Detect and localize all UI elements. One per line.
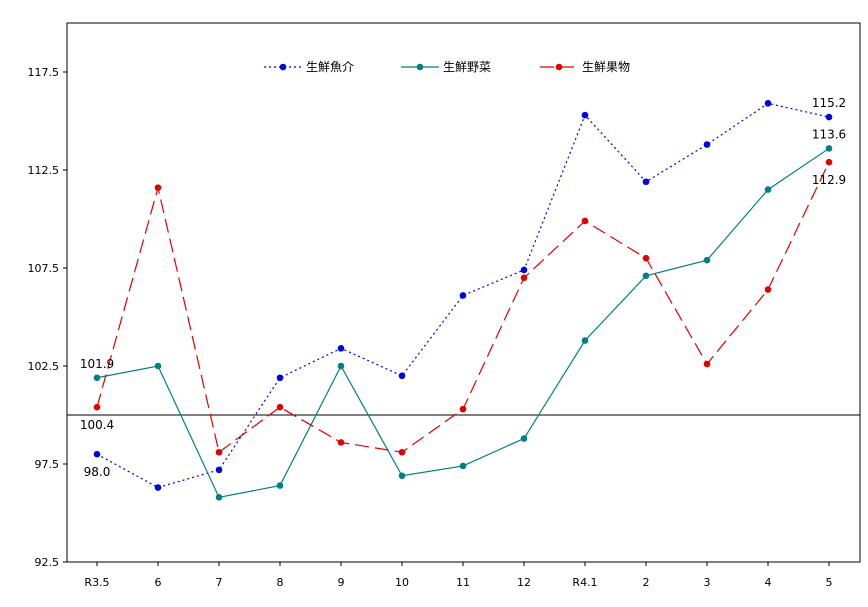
x-tick-label: 5 xyxy=(826,576,833,589)
x-tick-label: 8 xyxy=(277,576,284,589)
data-point xyxy=(703,256,711,264)
data-point xyxy=(520,435,528,442)
data-point xyxy=(276,374,284,382)
data-point xyxy=(642,272,650,280)
data-point xyxy=(215,466,223,474)
data-point xyxy=(703,360,711,368)
legend-label: 生鮮果物 xyxy=(582,60,630,74)
legend-item: 生鮮野菜 xyxy=(401,60,491,74)
data-point xyxy=(825,158,833,166)
data-point xyxy=(703,141,711,148)
legend-swatch-marker xyxy=(279,63,287,71)
y-tick-label: 112.5 xyxy=(28,164,60,177)
x-tick-label: 3 xyxy=(704,576,711,589)
data-point xyxy=(581,337,589,344)
data-point xyxy=(215,494,223,501)
legend: 生鮮魚介 生鮮野菜 生鮮果物 xyxy=(264,60,630,74)
y-tick-label: 117.5 xyxy=(28,66,60,79)
data-point xyxy=(764,100,772,107)
data-point xyxy=(825,145,833,152)
legend-label: 生鮮野菜 xyxy=(443,60,491,74)
data-point xyxy=(215,448,223,456)
series-2 xyxy=(93,145,833,501)
x-tick-label: 10 xyxy=(395,576,409,589)
y-tick-label: 107.5 xyxy=(28,262,60,275)
legend-item: 生鮮果物 xyxy=(540,60,630,74)
series-1 xyxy=(93,100,833,491)
data-point xyxy=(642,254,650,262)
data-point xyxy=(520,274,528,282)
series-layer xyxy=(93,100,833,501)
y-tick-label: 97.5 xyxy=(35,458,60,471)
data-point xyxy=(276,482,284,489)
x-tick-label: 7 xyxy=(216,576,223,589)
data-point xyxy=(337,345,345,352)
y-tick-label: 102.5 xyxy=(28,360,60,373)
legend-swatch-marker xyxy=(416,63,424,71)
data-point xyxy=(154,184,162,191)
x-tick-label: 12 xyxy=(517,576,531,589)
data-point xyxy=(520,266,528,274)
data-point xyxy=(398,448,406,456)
data-point xyxy=(642,178,650,186)
data-label: 100.4 xyxy=(80,418,114,432)
data-point xyxy=(398,372,406,380)
x-tick-label: 2 xyxy=(643,576,650,589)
data-point xyxy=(459,292,467,299)
y-axis: 92.5 97.5 102.5 107.5 112.5 117.5 xyxy=(28,66,67,569)
legend-swatch-marker xyxy=(555,63,563,71)
x-tick-label: R3.5 xyxy=(84,576,109,589)
y-tick-label: 92.5 xyxy=(35,556,60,569)
data-point xyxy=(337,362,345,370)
data-point xyxy=(581,217,589,225)
data-point xyxy=(581,111,589,119)
data-labels: 98.0 101.9 100.4 115.2 113.6 112.9 xyxy=(80,96,846,479)
x-tick-label: 6 xyxy=(155,576,162,589)
data-point xyxy=(764,186,772,193)
data-point xyxy=(154,362,162,370)
data-point xyxy=(764,286,772,293)
data-point xyxy=(398,472,406,480)
data-label: 113.6 xyxy=(812,127,846,141)
x-tick-label: 11 xyxy=(456,576,470,589)
data-label: 98.0 xyxy=(84,465,111,479)
x-axis: R3.5 6 7 8 9 10 11 12 R4.1 2 3 4 5 xyxy=(84,562,833,589)
x-tick-label: R4.1 xyxy=(572,576,597,589)
series-3 xyxy=(93,158,833,456)
data-point xyxy=(825,113,833,121)
data-point xyxy=(459,462,467,470)
data-point xyxy=(276,403,284,411)
x-tick-label: 9 xyxy=(338,576,345,589)
legend-item: 生鮮魚介 xyxy=(264,60,354,74)
data-point xyxy=(93,450,101,458)
data-point xyxy=(93,403,101,411)
x-tick-label: 4 xyxy=(765,576,772,589)
data-point xyxy=(459,405,467,413)
data-point xyxy=(154,484,162,491)
data-label: 115.2 xyxy=(812,96,846,110)
data-point xyxy=(93,374,101,382)
data-point xyxy=(337,439,345,446)
legend-label: 生鮮魚介 xyxy=(306,60,354,74)
data-label: 112.9 xyxy=(812,173,846,187)
data-label: 101.9 xyxy=(80,357,114,371)
